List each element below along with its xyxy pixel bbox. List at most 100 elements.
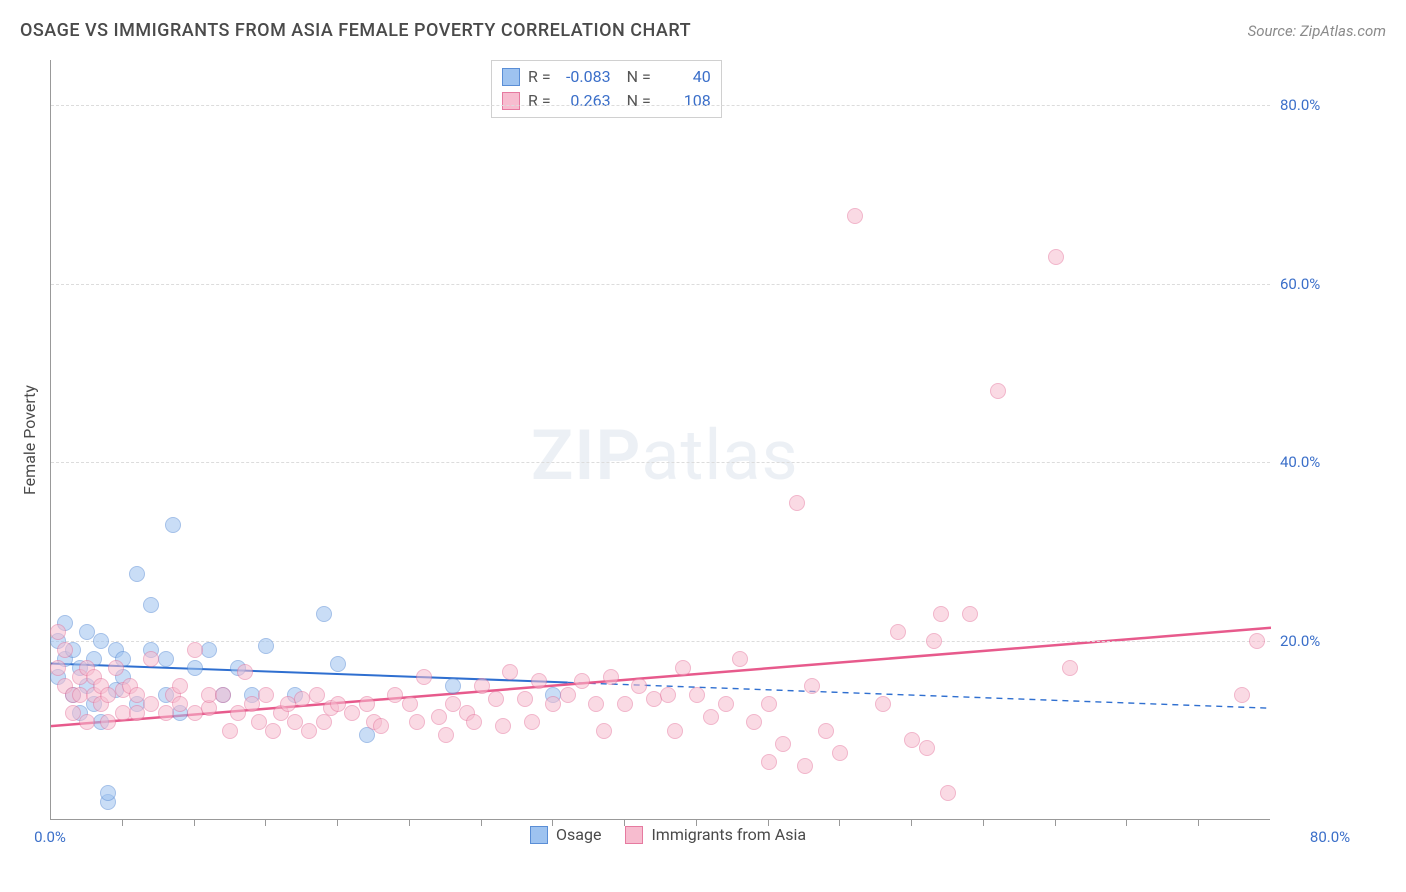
data-point-asia: [129, 705, 145, 721]
data-point-asia: [926, 633, 942, 649]
data-point-asia: [904, 732, 920, 748]
data-point-asia: [789, 495, 805, 511]
data-point-asia: [775, 736, 791, 752]
data-point-asia: [172, 678, 188, 694]
n-value: 108: [659, 89, 711, 113]
data-point-asia: [359, 696, 375, 712]
data-point-asia: [890, 624, 906, 640]
data-point-asia: [215, 687, 231, 703]
n-value: 40: [659, 65, 711, 89]
data-point-asia: [244, 696, 260, 712]
data-point-asia: [761, 754, 777, 770]
data-point-asia: [416, 669, 432, 685]
data-point-asia: [445, 696, 461, 712]
data-point-asia: [818, 723, 834, 739]
y-axis-title: Female Poverty: [20, 385, 39, 495]
data-point-osage: [100, 785, 116, 801]
data-point-asia: [474, 678, 490, 694]
data-point-asia: [57, 642, 73, 658]
data-point-asia: [50, 624, 66, 640]
data-point-asia: [466, 714, 482, 730]
grid-line: [51, 284, 1270, 285]
grid-line: [51, 105, 1270, 106]
plot-area: ZIPatlas R =-0.083N =40R =0.263N =108: [50, 60, 1270, 820]
data-point-asia: [172, 696, 188, 712]
data-point-asia: [309, 687, 325, 703]
data-point-asia: [230, 705, 246, 721]
scatter-chart: Female Poverty ZIPatlas R =-0.083N =40R …: [50, 60, 1370, 850]
data-point-asia: [875, 696, 891, 712]
data-point-asia: [933, 606, 949, 622]
data-point-osage: [158, 651, 174, 667]
chart-title: OSAGE VS IMMIGRANTS FROM ASIA FEMALE POV…: [20, 20, 691, 41]
data-point-asia: [718, 696, 734, 712]
data-point-asia: [524, 714, 540, 730]
y-tick-label: 60.0%: [1280, 275, 1320, 293]
data-point-asia: [596, 723, 612, 739]
x-tick: [839, 820, 840, 826]
data-point-asia: [1234, 687, 1250, 703]
data-point-asia: [79, 714, 95, 730]
data-point-osage: [258, 638, 274, 654]
data-point-osage: [445, 678, 461, 694]
x-tick: [194, 820, 195, 826]
data-point-asia: [832, 745, 848, 761]
x-tick: [696, 820, 697, 826]
data-point-asia: [387, 687, 403, 703]
data-point-asia: [804, 678, 820, 694]
data-point-asia: [631, 678, 647, 694]
data-point-asia: [431, 709, 447, 725]
data-point-osage: [316, 606, 332, 622]
data-point-asia: [847, 208, 863, 224]
x-tick: [983, 820, 984, 826]
x-tick-label: 0.0%: [34, 828, 66, 846]
chart-source: Source: ZipAtlas.com: [1248, 22, 1386, 40]
data-point-asia: [761, 696, 777, 712]
r-value: 0.263: [559, 89, 611, 113]
data-point-osage: [129, 566, 145, 582]
data-point-asia: [50, 660, 66, 676]
data-point-asia: [603, 669, 619, 685]
data-point-asia: [129, 687, 145, 703]
legend-swatch: [625, 826, 643, 844]
y-tick-label: 80.0%: [1280, 96, 1320, 114]
n-label: N =: [627, 65, 651, 89]
data-point-asia: [438, 727, 454, 743]
data-point-asia: [237, 664, 253, 680]
data-point-asia: [287, 714, 303, 730]
data-point-osage: [143, 597, 159, 613]
x-tick: [552, 820, 553, 826]
legend-label: Immigrants from Asia: [651, 825, 806, 844]
x-tick: [409, 820, 410, 826]
data-point-asia: [517, 691, 533, 707]
y-tick-label: 20.0%: [1280, 632, 1320, 650]
legend-swatch: [502, 68, 520, 86]
data-point-asia: [143, 696, 159, 712]
data-point-osage: [187, 660, 203, 676]
data-point-asia: [617, 696, 633, 712]
data-point-asia: [158, 705, 174, 721]
legend-swatch: [502, 92, 520, 110]
data-point-asia: [65, 705, 81, 721]
data-point-asia: [251, 714, 267, 730]
data-point-asia: [797, 758, 813, 774]
x-tick: [122, 820, 123, 826]
r-value: -0.083: [559, 65, 611, 89]
data-point-asia: [502, 664, 518, 680]
data-point-asia: [187, 642, 203, 658]
x-tick: [1126, 820, 1127, 826]
legend-item-asia: Immigrants from Asia: [625, 825, 806, 844]
data-point-asia: [667, 723, 683, 739]
data-point-osage: [93, 633, 109, 649]
data-point-asia: [703, 709, 719, 725]
data-point-asia: [919, 740, 935, 756]
data-point-asia: [495, 718, 511, 734]
stat-row-osage: R =-0.083N =40: [502, 65, 711, 89]
x-tick: [265, 820, 266, 826]
data-point-asia: [531, 673, 547, 689]
grid-line: [51, 462, 1270, 463]
r-label: R =: [528, 89, 551, 113]
data-point-asia: [143, 651, 159, 667]
data-point-asia: [301, 723, 317, 739]
stat-row-asia: R =0.263N =108: [502, 89, 711, 113]
